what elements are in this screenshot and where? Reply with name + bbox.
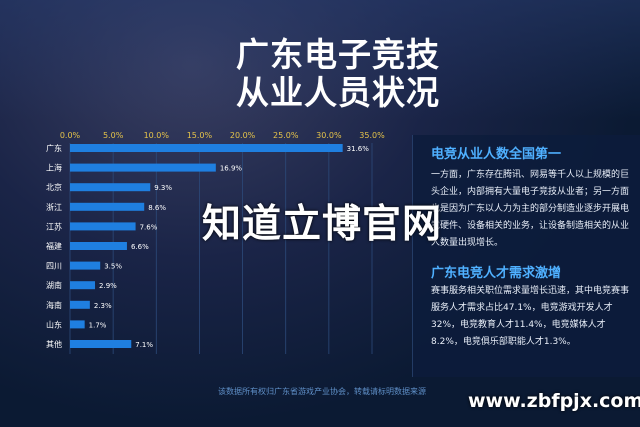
category-label: 江苏 xyxy=(46,221,62,231)
background-glow xyxy=(0,0,640,120)
category-label: 浙江 xyxy=(46,202,62,212)
value-label: 9.3% xyxy=(154,184,172,192)
x-tick-label: 0.0% xyxy=(60,131,81,140)
bar xyxy=(70,163,216,172)
bar xyxy=(70,242,127,250)
x-tick-label: 5.0% xyxy=(103,131,124,140)
info-panel: 电竞从业人数全国第一 一方面，广东存在腾讯、网易等千人以上规模的巨头企业，内部拥… xyxy=(412,135,640,377)
panel-heading-1: 电竞从业人数全国第一 xyxy=(431,147,562,162)
panel-paragraph-2: 赛事服务相关职位需求量增长迅速，其中电竞赛事服务人才需求占比47.1%，电竞游戏… xyxy=(431,286,630,347)
title-line-1: 广东电子竞技 xyxy=(236,35,440,74)
bar xyxy=(70,202,145,211)
bar xyxy=(70,340,132,348)
value-label: 16.9% xyxy=(220,165,243,173)
title-line-2: 从业人员状况 xyxy=(236,73,440,112)
category-label: 广东 xyxy=(46,143,62,153)
category-label: 其他 xyxy=(46,339,62,349)
value-label: 2.9% xyxy=(99,282,117,290)
value-label: 1.7% xyxy=(89,321,107,329)
value-label: 7.6% xyxy=(140,223,158,231)
x-tick-label: 20.0% xyxy=(230,131,256,140)
bar xyxy=(70,300,90,309)
bar xyxy=(70,320,85,329)
value-label: 3.5% xyxy=(104,263,122,271)
category-label: 湖南 xyxy=(46,280,62,290)
panel-heading-2: 广东电竞人才需求激增 xyxy=(431,266,562,281)
bar xyxy=(70,261,101,270)
x-tick-label: 30.0% xyxy=(316,131,342,140)
category-label: 山东 xyxy=(46,319,62,329)
site-url: www.zbfpjx.com xyxy=(468,390,640,412)
value-label: 2.3% xyxy=(94,302,112,310)
bar xyxy=(70,222,136,231)
x-tick-label: 10.0% xyxy=(144,131,170,140)
category-label: 福建 xyxy=(46,241,62,251)
category-label: 海南 xyxy=(46,300,62,310)
x-tick-label: 15.0% xyxy=(187,131,213,140)
x-tick-label: 25.0% xyxy=(273,131,299,140)
bar xyxy=(70,183,151,192)
value-label: 6.6% xyxy=(131,243,149,251)
category-label: 上海 xyxy=(46,163,62,173)
panel-paragraph-1: 一方面，广东存在腾讯、网易等千人以上规模的巨头企业，内部拥有大量电子竞技从业者；… xyxy=(431,170,630,248)
bar xyxy=(70,144,343,152)
bar xyxy=(70,281,96,290)
source-note: 该数据所有权归广东省游戏产业协会，转载请标明数据来源 xyxy=(218,387,426,396)
category-label: 北京 xyxy=(46,182,62,192)
x-tick-label: 35.0% xyxy=(359,131,385,140)
bar-chart: 0.0% 5.0% 10.0% 15.0% 20.0% 25.0% 30.0% 35.0% 广东… xyxy=(46,131,385,354)
watermark-text: 知道立博官网 xyxy=(202,202,443,247)
category-label: 四川 xyxy=(46,262,62,271)
page-title: 广东电子竞技 从业人员状况 xyxy=(236,36,440,112)
value-label: 8.6% xyxy=(148,204,166,212)
value-label: 7.1% xyxy=(135,341,153,349)
value-label: 31.6% xyxy=(347,145,370,153)
